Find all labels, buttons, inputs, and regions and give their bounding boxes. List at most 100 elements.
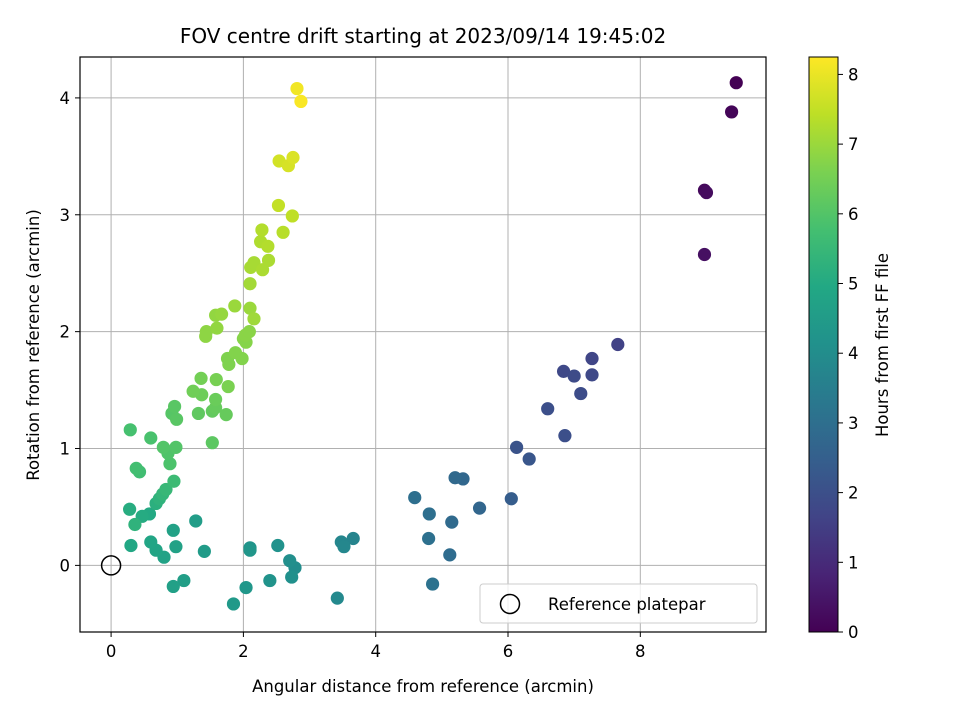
- data-point: [255, 223, 269, 237]
- y-axis-label: Rotation from reference (arcmin): [24, 209, 43, 481]
- data-point: [205, 436, 219, 450]
- data-point: [697, 247, 712, 262]
- colorbar-tick-label: 6: [848, 205, 859, 224]
- data-point: [169, 440, 183, 454]
- colorbar: 0 1 2 3 4 5 6 7 8: [808, 56, 859, 642]
- chart-title: FOV centre drift starting at 2023/09/14 …: [180, 24, 666, 48]
- grid: [80, 57, 766, 632]
- x-tick-label: 2: [238, 642, 249, 661]
- data-point: [283, 554, 297, 568]
- data-point: [239, 580, 253, 595]
- data-point: [159, 482, 173, 497]
- colorbar-tick-label: 5: [848, 275, 859, 294]
- data-point: [522, 452, 536, 466]
- data-point: [226, 597, 241, 611]
- data-point: [228, 299, 242, 313]
- legend-box: [479, 583, 758, 624]
- data-point: [243, 277, 257, 291]
- data-point: [585, 351, 599, 366]
- data-point: [263, 573, 277, 588]
- scatter-points: [123, 76, 743, 611]
- x-tick-label: 0: [106, 642, 117, 661]
- data-point: [221, 379, 235, 394]
- y-axis-ticks: 0 1 2 3 4: [60, 89, 80, 575]
- data-point: [235, 351, 249, 366]
- data-point: [167, 399, 182, 414]
- data-point: [567, 369, 581, 383]
- reference-marker-group: [100, 555, 122, 576]
- data-point: [163, 457, 177, 471]
- data-point: [169, 412, 184, 426]
- data-point: [166, 579, 180, 594]
- colorbar-tick-label: 4: [848, 344, 859, 363]
- x-tick-label: 4: [370, 642, 381, 661]
- data-point: [194, 371, 208, 385]
- data-point: [243, 543, 257, 557]
- data-point: [337, 540, 351, 554]
- data-point: [189, 514, 203, 528]
- colorbar-tick-label: 0: [848, 623, 859, 642]
- data-point: [729, 76, 743, 90]
- colorbar-tick-label: 8: [848, 65, 859, 84]
- data-point: [247, 312, 261, 326]
- data-point: [209, 372, 223, 387]
- data-point: [271, 538, 285, 553]
- legend: Reference platepar: [479, 583, 758, 624]
- data-point: [261, 253, 276, 267]
- colorbar-ticks: 0 1 2 3 4 5 6 7 8: [838, 65, 859, 642]
- data-point: [123, 423, 137, 437]
- data-point: [556, 364, 571, 378]
- data-point: [286, 150, 300, 165]
- plot-area: 0 2 4 6 8 0 1 2 3 4: [60, 56, 767, 661]
- reference-platepar-marker: [100, 555, 122, 576]
- data-point: [558, 429, 572, 443]
- data-point: [271, 198, 286, 213]
- legend-marker-reference: [499, 593, 521, 615]
- y-tick-label: 2: [60, 323, 71, 342]
- data-point: [408, 490, 422, 505]
- data-point: [699, 185, 714, 200]
- data-point: [144, 535, 158, 549]
- plot-frame: [79, 56, 767, 633]
- data-point: [209, 392, 223, 407]
- data-point: [472, 501, 487, 515]
- colorbar-label: Hours from first FF file: [873, 253, 892, 437]
- data-point: [197, 544, 211, 558]
- y-tick-label: 3: [60, 206, 71, 225]
- data-point: [290, 81, 304, 96]
- legend-label-reference: Reference platepar: [548, 595, 706, 614]
- colorbar-gradient: [808, 56, 839, 633]
- data-point: [219, 408, 233, 422]
- colorbar-tick-label: 7: [848, 135, 859, 154]
- data-point: [191, 406, 206, 421]
- data-point: [210, 321, 224, 335]
- data-point: [242, 325, 256, 339]
- data-point: [169, 540, 183, 554]
- data-point: [186, 384, 200, 398]
- data-point: [199, 325, 213, 339]
- data-point: [425, 577, 440, 591]
- data-point: [330, 591, 344, 605]
- y-tick-label: 0: [60, 556, 71, 575]
- data-point: [214, 307, 229, 321]
- data-point: [504, 492, 518, 506]
- x-tick-label: 6: [503, 642, 514, 661]
- data-point: [144, 431, 158, 445]
- data-point: [443, 548, 457, 562]
- data-point: [285, 209, 299, 223]
- data-point: [294, 94, 308, 109]
- data-point: [448, 471, 462, 485]
- data-point: [129, 461, 143, 475]
- data-point: [276, 225, 290, 239]
- data-point: [585, 368, 599, 382]
- data-point: [611, 337, 625, 352]
- data-point: [167, 474, 181, 488]
- data-point: [445, 515, 459, 529]
- colorbar-tick-label: 1: [848, 553, 859, 572]
- data-point: [510, 440, 524, 454]
- data-point: [541, 402, 555, 416]
- y-tick-label: 1: [60, 440, 71, 459]
- data-point: [255, 263, 270, 277]
- data-point: [285, 570, 299, 584]
